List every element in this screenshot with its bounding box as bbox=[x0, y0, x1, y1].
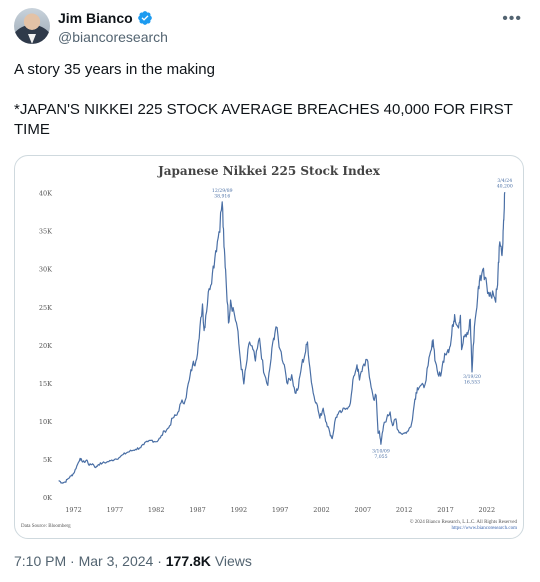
tweet-media-chart[interactable]: Japanese Nikkei 225 Stock Index 0K 5K 10K 1… bbox=[14, 155, 524, 539]
tweet-time[interactable]: 7:10 PM bbox=[14, 553, 67, 569]
annotation-date: 12/29/89 bbox=[212, 188, 233, 194]
user-name[interactable]: Jim Bianco bbox=[58, 10, 133, 26]
x-tick-label: 1987 bbox=[189, 506, 206, 514]
meta-separator: · bbox=[157, 553, 166, 569]
x-tick-label: 1992 bbox=[231, 506, 248, 514]
chart-credits: © 2024 Bianco Research, L.L.C. All Right… bbox=[410, 520, 517, 532]
verified-badge-icon bbox=[137, 11, 152, 25]
annotation-date: 3/4/24 bbox=[497, 178, 512, 184]
y-tick-label: 5K bbox=[43, 456, 52, 464]
y-tick-label: 30K bbox=[39, 266, 52, 274]
chart-url[interactable]: https://www.biancoresearch.com bbox=[451, 526, 518, 531]
series-line bbox=[58, 192, 506, 484]
views-label: Views bbox=[214, 553, 252, 569]
chart-title: Japanese Nikkei 225 Stock Index bbox=[158, 164, 380, 178]
x-tick-label: 1997 bbox=[272, 506, 289, 514]
chart-source: Data Source: Bloomberg bbox=[21, 524, 71, 529]
y-tick-label: 20K bbox=[39, 342, 52, 350]
chart-copyright: © 2024 Bianco Research, L.L.C. All Right… bbox=[409, 520, 517, 525]
y-tick-label: 40K bbox=[39, 190, 52, 198]
x-tick-label: 1977 bbox=[107, 506, 124, 514]
avatar[interactable] bbox=[14, 8, 50, 44]
annotation-value: 38,916 bbox=[214, 193, 230, 199]
user-handle[interactable]: @biancoresearch bbox=[58, 29, 168, 45]
tweet-header: Jim Bianco @biancoresearch ••• bbox=[14, 8, 526, 48]
tweet-line-1: A story 35 years in the making bbox=[14, 61, 215, 78]
x-tick-label: 1972 bbox=[65, 506, 82, 514]
nikkei-line-chart: 0K 5K 10K 15K 20K 25K 30K 35K 40K 1972 1977 1982 198… bbox=[39, 178, 513, 514]
x-tick-label: 2012 bbox=[396, 506, 413, 514]
tweet-date[interactable]: Mar 3, 2024 bbox=[78, 553, 154, 569]
y-tick-label: 15K bbox=[39, 380, 52, 388]
x-tick-label: 2002 bbox=[313, 506, 330, 514]
annotation-date: 3/19/20 bbox=[463, 374, 481, 380]
name-row: Jim Bianco bbox=[58, 10, 153, 26]
tweet-text: A story 35 years in the making *JAPAN'S … bbox=[14, 60, 524, 140]
more-options-icon[interactable]: ••• bbox=[502, 10, 522, 27]
annotation-date: 3/10/09 bbox=[372, 448, 390, 454]
x-tick-label: 2017 bbox=[437, 506, 454, 514]
annotation-value: 7,055 bbox=[374, 454, 387, 460]
x-tick-label: 2022 bbox=[479, 506, 496, 514]
x-tick-label: 1982 bbox=[148, 506, 165, 514]
annotation-value: 16,553 bbox=[464, 380, 480, 386]
y-tick-label: 0K bbox=[43, 494, 52, 502]
y-tick-label: 35K bbox=[39, 228, 52, 236]
y-tick-label: 25K bbox=[39, 304, 52, 312]
annotation-value: 40,200 bbox=[497, 184, 513, 190]
x-tick-label: 2007 bbox=[355, 506, 372, 514]
y-tick-label: 10K bbox=[39, 418, 52, 426]
views-count[interactable]: 177.8K bbox=[165, 553, 211, 569]
tweet-line-2: *JAPAN'S NIKKEI 225 STOCK AVERAGE BREACH… bbox=[14, 101, 513, 138]
tweet-meta: 7:10 PM · Mar 3, 2024 · 177.8K Views bbox=[14, 553, 252, 569]
meta-separator: · bbox=[70, 553, 79, 569]
